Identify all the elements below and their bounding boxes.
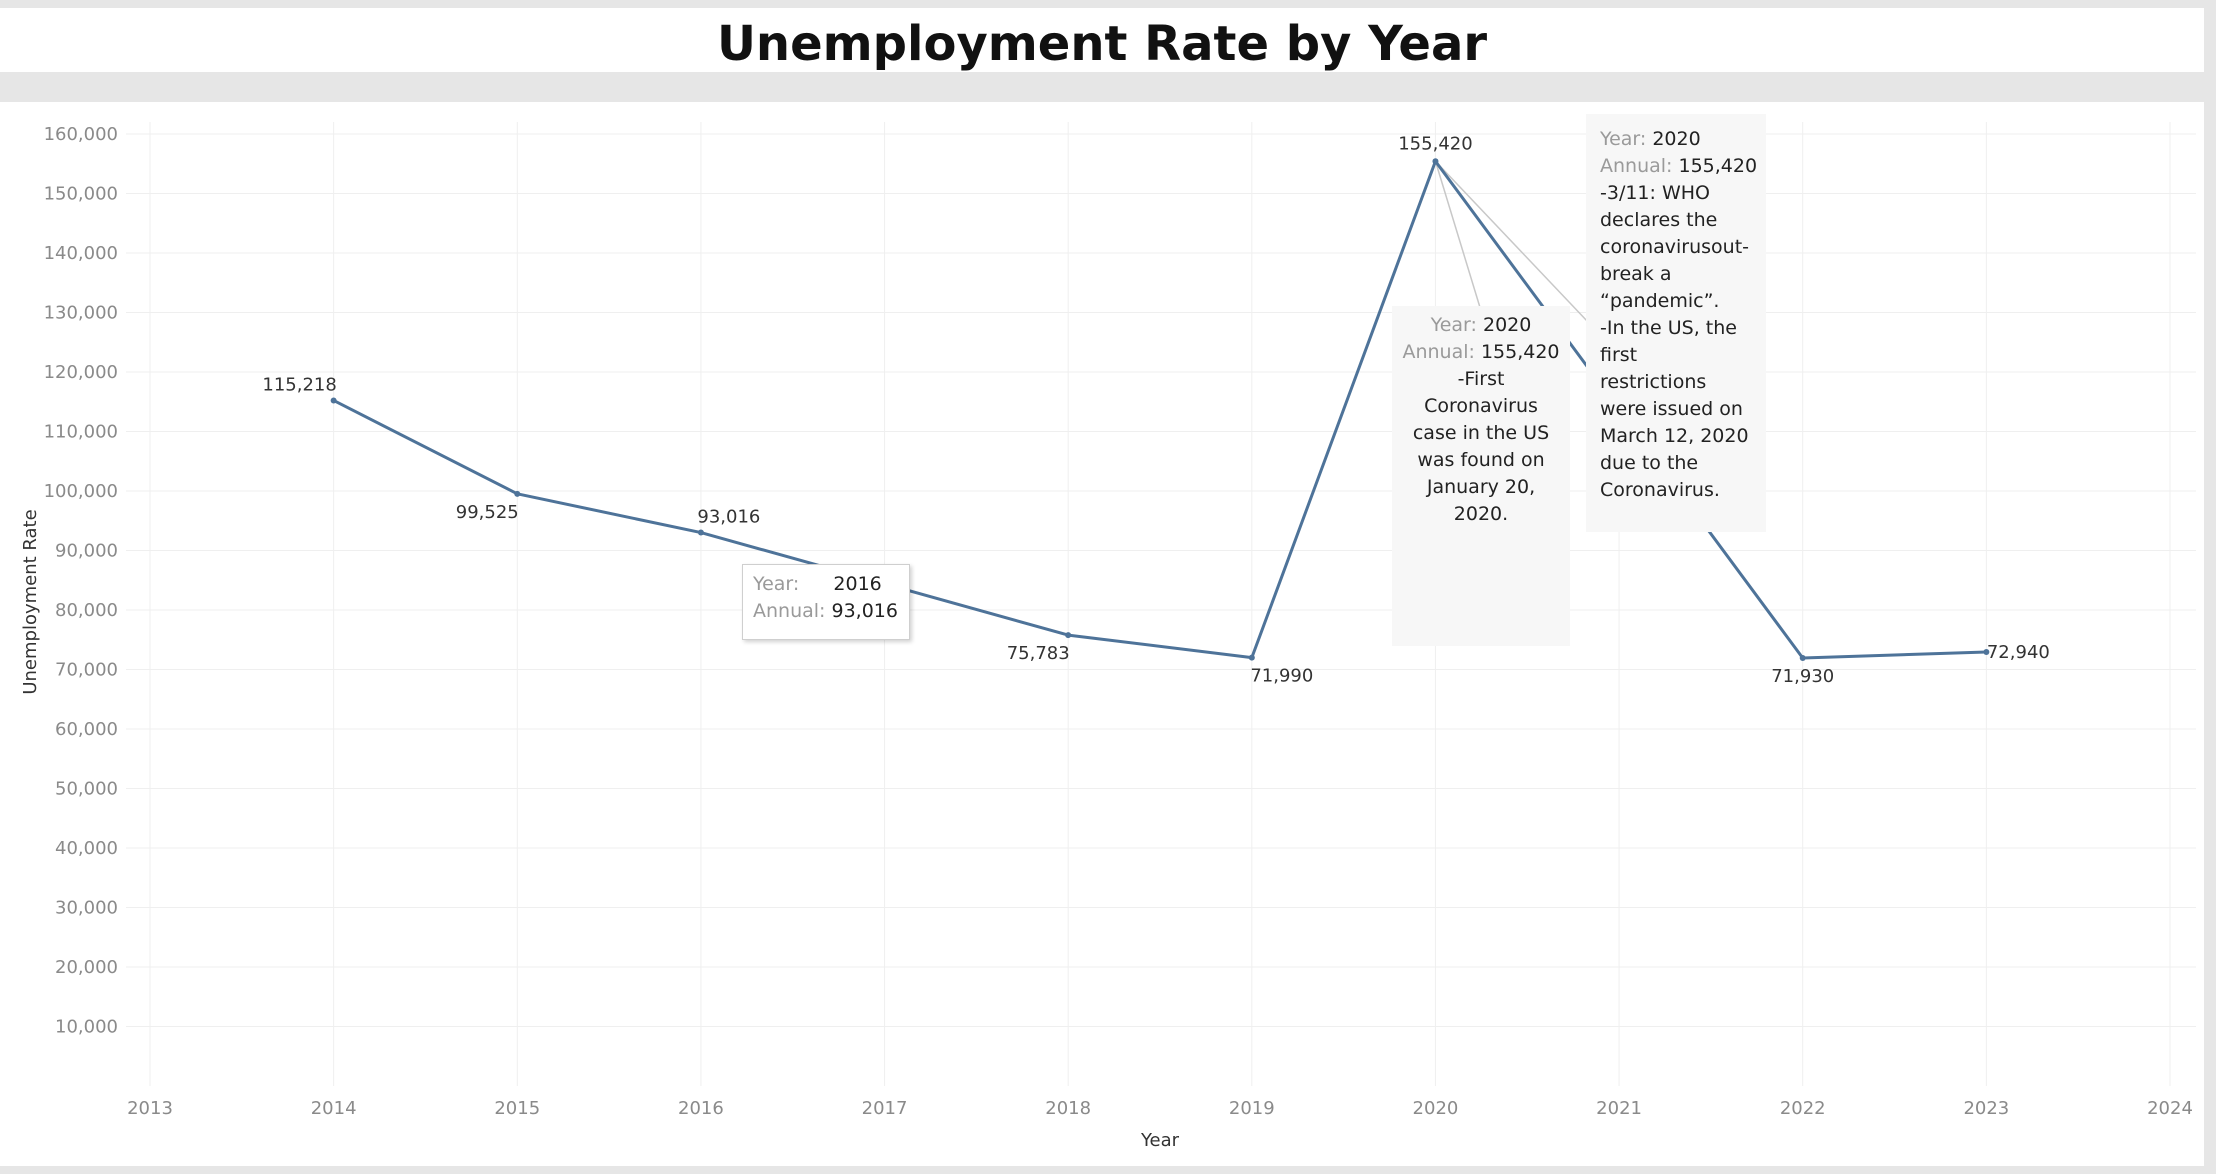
annotation-year-value: 2020 <box>1652 128 1701 150</box>
y-axis-ticks: 10,000 20,000 30,000 40,000 50,000 60,000 70,0… <box>44 124 118 1038</box>
x-tick-label: 2018 <box>1045 1098 1091 1119</box>
title-bar: Unemployment Rate by Year <box>0 8 2204 72</box>
x-axis-ticks: 2013 2014 2015 2016 2017 2018 2019 2020 2021 2022… <box>127 1098 2193 1119</box>
annotation-year-value: 2020 <box>1482 314 1532 336</box>
gridlines <box>126 122 2196 1086</box>
annotation-pandemic: Year: 2020 Annual: 155,420 -3/11: WHO de… <box>1586 114 1766 532</box>
chart-panel: 10,000 20,000 30,000 40,000 50,000 60,000 70,0… <box>0 102 2204 1166</box>
data-label: 99,525 <box>456 502 519 523</box>
data-label: 115,218 <box>262 374 336 395</box>
annotation-first-case: Year: 2020 Annual: 155,420 -First Corona… <box>1392 306 1570 646</box>
x-tick-label: 2024 <box>2147 1098 2193 1119</box>
y-tick-label: 100,000 <box>44 481 118 502</box>
y-tick-label: 120,000 <box>44 362 118 383</box>
y-tick-label: 40,000 <box>55 838 118 859</box>
series-line <box>332 159 1987 660</box>
annotation-leaders <box>1434 160 1589 323</box>
x-tick-label: 2022 <box>1780 1098 1826 1119</box>
tooltip-annual-value: 93,016 <box>831 600 898 622</box>
x-tick-label: 2014 <box>311 1098 357 1119</box>
data-point[interactable] <box>514 490 521 497</box>
y-tick-label: 10,000 <box>55 1017 118 1038</box>
x-tick-label: 2017 <box>862 1098 908 1119</box>
annotation-note: -3/11: WHO declares the coronavirusout- … <box>1600 182 1750 501</box>
series-polyline <box>332 159 1987 660</box>
data-label: 75,783 <box>1007 643 1070 664</box>
data-label: 71,930 <box>1771 666 1834 687</box>
x-tick-label: 2023 <box>1963 1098 2009 1119</box>
data-label: 72,940 <box>1987 642 2050 663</box>
tooltip-2016: Year: 2016 Annual: 93,016 <box>742 564 910 640</box>
x-axis-title: Year <box>1140 1130 1180 1151</box>
y-tick-label: 160,000 <box>44 124 118 145</box>
annotation-annual-value: 155,420 <box>1480 341 1560 363</box>
y-tick-label: 80,000 <box>55 600 118 621</box>
tooltip-year-key: Year: <box>753 573 800 595</box>
annotation-annual-value: 155,420 <box>1678 155 1758 177</box>
y-tick-label: 20,000 <box>55 957 118 978</box>
x-tick-label: 2021 <box>1596 1098 1642 1119</box>
data-label: 71,990 <box>1250 666 1313 687</box>
annotation-year-key: Year: <box>1430 314 1477 336</box>
data-point[interactable] <box>697 529 704 536</box>
data-labels: 115,218 99,525 93,016 75,783 71,990 155,420 71… <box>262 133 2049 687</box>
data-point[interactable] <box>1799 655 1806 662</box>
annotation-annual-key: Annual: <box>1600 155 1673 177</box>
data-label: 93,016 <box>697 507 760 528</box>
y-tick-label: 140,000 <box>44 243 118 264</box>
data-point[interactable] <box>1432 158 1439 165</box>
y-tick-label: 110,000 <box>44 422 118 443</box>
data-point[interactable] <box>1248 654 1255 661</box>
y-tick-label: 30,000 <box>55 898 118 919</box>
data-point[interactable] <box>1065 632 1072 639</box>
leader-line <box>1434 161 1483 315</box>
annotation-note: -First Coronavirus case in the US was fo… <box>1412 368 1550 525</box>
data-point[interactable] <box>330 397 337 404</box>
chart-title: Unemployment Rate by Year <box>716 16 1488 72</box>
x-tick-label: 2020 <box>1413 1098 1459 1119</box>
tooltip-year-value: 2016 <box>833 573 882 595</box>
annotation-year-key: Year: <box>1600 128 1647 150</box>
y-axis-title: Unemployment Rate <box>20 509 41 694</box>
tooltip-annual-key: Annual: <box>753 600 826 622</box>
x-tick-label: 2019 <box>1229 1098 1275 1119</box>
data-points[interactable] <box>330 158 1990 662</box>
annotation-annual-key: Annual: <box>1402 341 1475 363</box>
leader-line <box>1434 160 1589 323</box>
y-tick-label: 130,000 <box>44 303 118 324</box>
data-point[interactable] <box>1983 649 1990 656</box>
y-tick-label: 50,000 <box>55 779 118 800</box>
data-label: 155,420 <box>1398 133 1472 154</box>
x-tick-label: 2013 <box>127 1098 173 1119</box>
line-chart: 10,000 20,000 30,000 40,000 50,000 60,000 70,0… <box>20 122 2196 1151</box>
y-tick-label: 70,000 <box>55 660 118 681</box>
x-tick-label: 2015 <box>494 1098 540 1119</box>
y-tick-label: 60,000 <box>55 719 118 740</box>
y-tick-label: 90,000 <box>55 541 118 562</box>
x-tick-label: 2016 <box>678 1098 724 1119</box>
y-tick-label: 150,000 <box>44 184 118 205</box>
